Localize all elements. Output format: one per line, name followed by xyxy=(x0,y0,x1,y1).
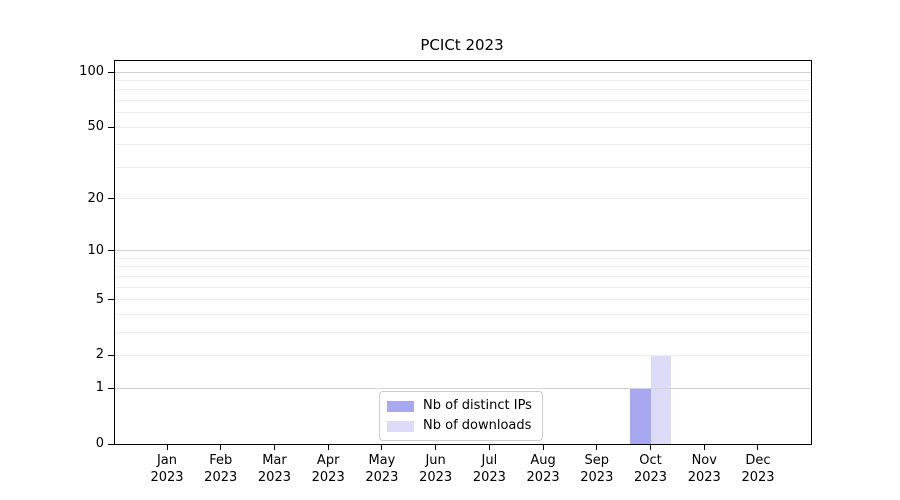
x-tick-month: Jan xyxy=(156,453,178,468)
x-tick-year: 2023 xyxy=(472,470,506,485)
y-tick-1 xyxy=(108,387,114,389)
x-tick-month: Mar xyxy=(262,453,287,468)
x-tick-label-jul-2023: Jul 2023 xyxy=(457,452,521,486)
legend-label-downloads: Nb of downloads xyxy=(423,418,532,433)
x-tick-month: May xyxy=(368,453,396,468)
x-tick-year: 2023 xyxy=(526,470,560,485)
x-tick-year: 2023 xyxy=(204,470,238,485)
chart-title: PCICt 2023 xyxy=(420,36,504,54)
x-tick-mar xyxy=(273,444,275,450)
bars-layer xyxy=(115,61,811,444)
x-tick-month: Oct xyxy=(639,453,662,468)
x-tick-dec xyxy=(757,444,759,450)
x-tick-year: 2023 xyxy=(311,470,345,485)
y-tick-5 xyxy=(108,299,114,301)
x-tick-month: Jul xyxy=(481,453,498,468)
y-tick-label-10: 10 xyxy=(87,242,104,258)
x-tick-label-jun-2023: Jun 2023 xyxy=(404,452,468,486)
x-tick-year: 2023 xyxy=(580,470,614,485)
x-tick-month: Feb xyxy=(209,453,233,468)
x-tick-month: Aug xyxy=(530,453,556,468)
y-tick-label-0: 0 xyxy=(95,436,104,451)
ticks-layer xyxy=(108,61,811,450)
x-tick-aug xyxy=(542,444,544,450)
x-tick-month: Jun xyxy=(425,453,446,468)
y-tick-label-20: 20 xyxy=(87,190,104,206)
x-tick-feb xyxy=(220,444,222,450)
x-tick-month: Dec xyxy=(745,453,771,468)
y-tick-0 xyxy=(108,443,114,445)
x-tick-nov xyxy=(703,444,705,450)
x-tick-may xyxy=(381,444,383,450)
y-tick-label-5: 5 xyxy=(95,291,104,307)
y-tick-50 xyxy=(108,126,114,128)
y-tick-10 xyxy=(108,250,114,252)
y-tick-20 xyxy=(108,198,114,200)
x-tick-label-oct-2023: Oct 2023 xyxy=(619,452,683,486)
y-tick-label-100: 100 xyxy=(79,64,104,79)
x-tick-label-aug-2023: Aug 2023 xyxy=(511,452,575,486)
x-tick-year: 2023 xyxy=(365,470,399,485)
x-tick-label-apr-2023: Apr 2023 xyxy=(296,452,360,486)
x-tick-jul xyxy=(488,444,490,450)
x-tick-year: 2023 xyxy=(419,470,453,485)
y-tick-label-2: 2 xyxy=(95,347,104,363)
x-tick-label-mar-2023: Mar 2023 xyxy=(242,452,306,486)
plot-area: Nb of distinct IPs Nb of downloads 0 1 2 5 1… xyxy=(79,60,812,485)
x-tick-year: 2023 xyxy=(257,470,291,485)
bar-nb-of-downloads-oct xyxy=(650,355,672,444)
x-tick-year: 2023 xyxy=(150,470,184,485)
x-tick-year: 2023 xyxy=(741,470,775,485)
legend-swatch-distinct-ips xyxy=(387,400,414,412)
legend-label-distinct-ips: Nb of distinct IPs xyxy=(423,398,532,413)
x-tick-jun xyxy=(435,444,437,450)
x-tick-label-feb-2023: Feb 2023 xyxy=(189,452,253,486)
x-tick-oct xyxy=(650,444,652,450)
legend: Nb of distinct IPs Nb of downloads xyxy=(379,391,543,441)
x-tick-label-dec-2023: Dec 2023 xyxy=(726,452,790,486)
x-tick-label-nov-2023: Nov 2023 xyxy=(672,452,736,486)
x-tick-apr xyxy=(327,444,329,450)
x-tick-label-sep-2023: Sep 2023 xyxy=(565,452,629,486)
legend-swatch-downloads xyxy=(387,420,414,432)
x-tick-label-jan-2023: Jan 2023 xyxy=(135,452,199,486)
x-tick-month: Apr xyxy=(316,453,340,468)
x-tick-month: Sep xyxy=(584,453,610,468)
y-tick-100 xyxy=(108,71,114,73)
bar-nb-of-distinct-ips-oct xyxy=(629,388,651,444)
x-tick-label-may-2023: May 2023 xyxy=(350,452,414,486)
x-tick-sep xyxy=(596,444,598,450)
y-tick-label-50: 50 xyxy=(87,119,104,135)
x-tick-year: 2023 xyxy=(687,470,721,485)
legend-item-distinct-ips: Nb of distinct IPs xyxy=(387,398,532,414)
x-tick-year: 2023 xyxy=(633,470,668,485)
y-tick-2 xyxy=(108,354,114,356)
y-tick-label-1: 1 xyxy=(95,380,104,396)
x-tick-jan xyxy=(166,444,168,450)
x-tick-month: Nov xyxy=(691,453,717,468)
legend-item-downloads: Nb of downloads xyxy=(387,418,532,434)
